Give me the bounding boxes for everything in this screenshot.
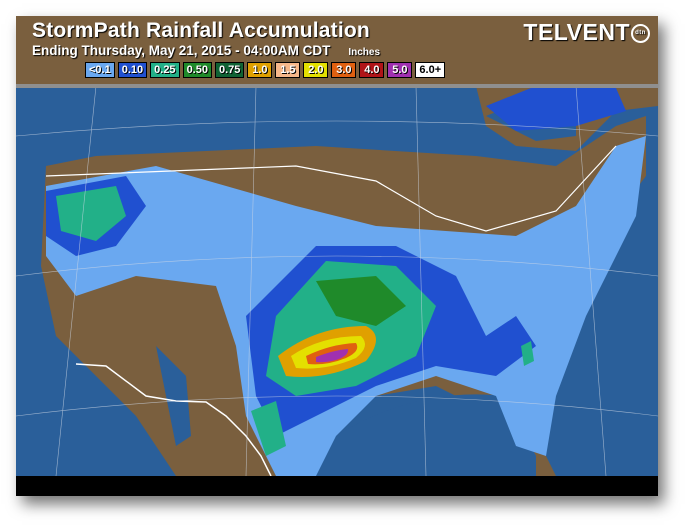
legend-swatch: <0.1 [85, 62, 115, 78]
legend-swatch: 4.0 [359, 62, 385, 78]
bottom-bar [16, 476, 658, 496]
dtn-badge-icon: dtn [631, 24, 650, 44]
legend-swatch: 0.10 [117, 62, 148, 78]
header-divider [16, 84, 658, 88]
legend-swatch: 0.50 [182, 62, 212, 78]
us-mexico-border [75, 363, 272, 477]
rainfall-overlay [46, 86, 646, 476]
legend-swatch: 0.75 [214, 62, 245, 78]
valid-time: Ending Thursday, May 21, 2015 - 04:00AM … [32, 43, 331, 58]
legend-swatch: 5.0 [387, 62, 413, 78]
rainfall-map [16, 16, 658, 477]
map-subtitle: Ending Thursday, May 21, 2015 - 04:00AM … [32, 43, 380, 58]
legend-swatch: 1.0 [247, 62, 273, 78]
legend-swatch: 3.0 [331, 62, 357, 78]
rainfall-map-panel: StormPath Rainfall Accumulation Ending T… [16, 16, 658, 496]
baja-gulf [156, 346, 191, 446]
rainfall-legend: <0.1 0.10 0.25 0.50 0.75 1.0 1.5 2.0 3.0… [85, 62, 446, 78]
map-title: StormPath Rainfall Accumulation [32, 19, 370, 42]
telvent-logo: TELVENT dtn [523, 19, 650, 46]
gulf-of-mexico [316, 394, 536, 476]
logo-text: TELVENT [523, 19, 630, 45]
legend-swatch: 2.0 [303, 62, 329, 78]
graticule [16, 85, 658, 477]
legend-swatch: 0.25 [150, 62, 180, 78]
legend-swatch: 6.0+ [415, 62, 446, 78]
legend-swatch: 1.5 [275, 62, 301, 78]
units-label: Inches [348, 47, 381, 58]
us-canada-border [45, 145, 617, 232]
